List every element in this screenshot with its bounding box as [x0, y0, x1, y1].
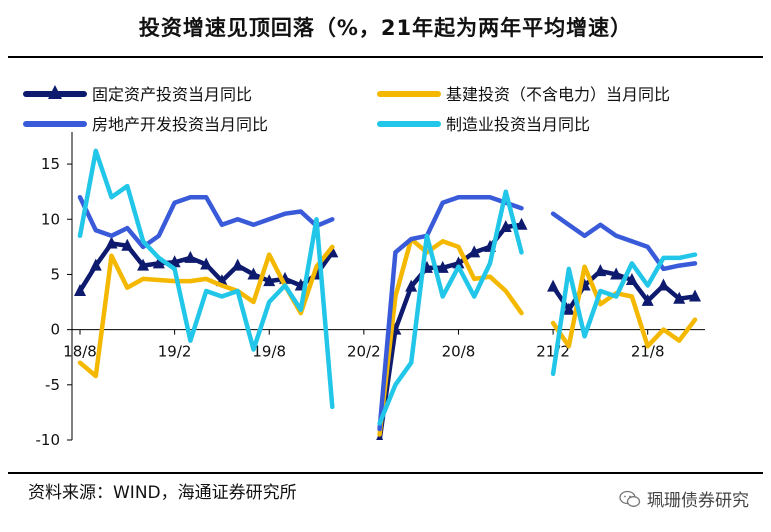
source-note: 资料来源：WIND，海通证券研究所: [28, 483, 297, 503]
wechat-icon: [619, 490, 641, 507]
legend-label: 基建投资（不含电力）当月同比: [446, 85, 670, 104]
x-tick-label: 18/8: [63, 343, 97, 361]
legend-marker: [48, 85, 62, 99]
chart-plot-area: [74, 148, 701, 440]
y-tick-label: 0: [50, 321, 60, 339]
data-point: [468, 245, 481, 258]
data-point: [547, 279, 560, 292]
data-point: [152, 256, 165, 269]
data-point: [436, 260, 449, 273]
data-point: [562, 302, 575, 315]
legend-label: 固定资产投资当月同比: [92, 85, 252, 104]
data-point: [326, 245, 339, 258]
data-point: [247, 267, 260, 280]
series-line-3: [77, 194, 335, 250]
data-point: [689, 289, 701, 302]
data-point: [657, 278, 670, 291]
x-tick-label: 21/2: [536, 343, 570, 361]
legend-label: 房地产开发投资当月同比: [92, 115, 268, 134]
chart-title: 投资增速见顶回落（%，21年起为两年平均增速）: [138, 16, 633, 40]
data-point: [641, 293, 654, 306]
watermark: 珮珊债券研究: [619, 486, 749, 511]
x-tick-label: 20/8: [442, 343, 476, 361]
series-line-4: [550, 252, 698, 377]
legend-label: 制造业投资当月同比: [446, 115, 590, 134]
chart-axes: 15 10 5 0 -5 -10 18/8 19/2 19/8 20/2 20/8 21/2 21/8: [36, 132, 705, 449]
series-line-4: [77, 148, 335, 410]
data-point: [499, 219, 512, 232]
y-tick-label: 5: [50, 265, 60, 283]
bottom-rule: [8, 472, 763, 474]
data-point: [594, 264, 607, 277]
x-tick-label: 19/2: [158, 343, 192, 361]
y-tick-label: -5: [45, 376, 60, 394]
data-point: [89, 258, 102, 271]
data-point: [121, 238, 134, 251]
data-point: [105, 236, 118, 249]
data-point: [200, 257, 213, 270]
x-tick-label: 19/8: [252, 343, 286, 361]
series-group: [74, 148, 701, 440]
data-point: [515, 217, 528, 230]
data-point: [74, 284, 86, 296]
data-point: [610, 267, 623, 280]
data-point: [405, 279, 418, 292]
y-tick-label: 10: [41, 210, 60, 228]
series-line-2: [377, 236, 524, 437]
x-tick-label: 21/8: [631, 343, 665, 361]
series-line-3: [377, 194, 524, 432]
watermark-text: 珮珊债券研究: [647, 491, 749, 511]
series-line-1: [377, 222, 524, 440]
data-point: [231, 258, 244, 271]
data-point: [625, 272, 638, 285]
data-point: [263, 274, 276, 287]
y-tick-label: -10: [36, 431, 61, 449]
x-tick-label: 20/2: [347, 343, 381, 361]
data-point: [137, 258, 150, 271]
data-point: [673, 291, 686, 304]
series-line-3: [550, 211, 698, 272]
y-tick-label: 15: [41, 155, 60, 173]
series-line-4: [377, 189, 524, 426]
data-point: [184, 250, 197, 263]
top-rule: [8, 56, 763, 58]
data-point: [452, 256, 465, 269]
